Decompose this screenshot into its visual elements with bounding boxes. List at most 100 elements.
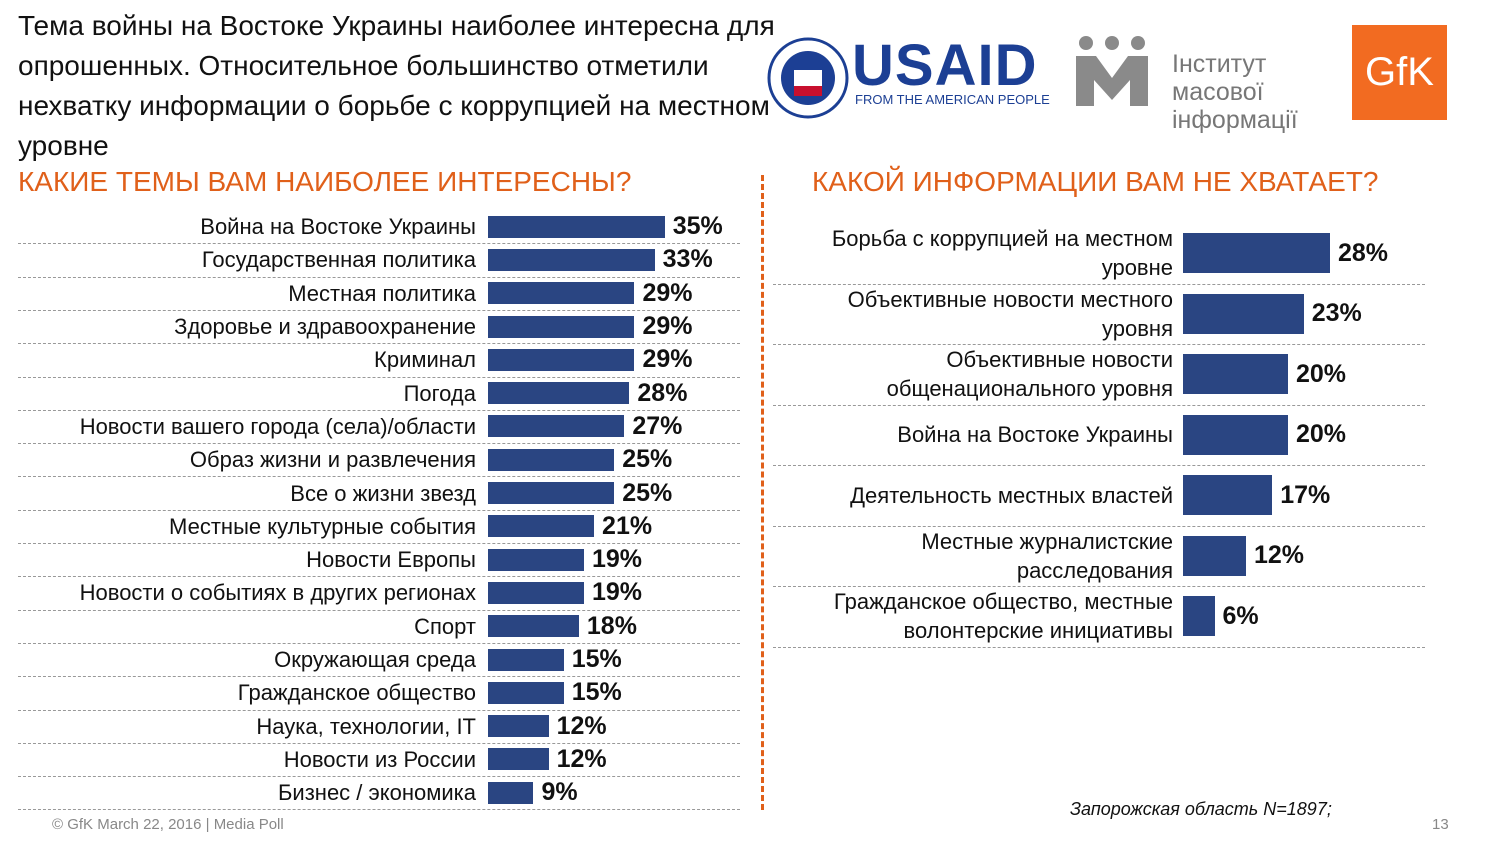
category-label: Бизнес / экономика [277, 780, 476, 806]
bar [488, 248, 655, 271]
row-separator [18, 742, 740, 744]
value-label: 23% [1311, 299, 1362, 328]
row-separator [18, 642, 740, 644]
bar [488, 315, 635, 338]
row-separator [18, 609, 740, 611]
value-label: 18% [586, 611, 637, 640]
value-label: 19% [591, 545, 642, 574]
category-label: Война на Востоке Украины [200, 214, 476, 240]
bar [488, 448, 615, 471]
row-separator [18, 309, 740, 311]
category-label: Здоровье и здравоохранение [174, 314, 476, 340]
value-label: 9% [541, 778, 578, 807]
value-label: 19% [591, 578, 642, 607]
row-separator [18, 409, 740, 411]
value-label: 20% [1296, 359, 1347, 388]
row-separator [773, 646, 1425, 648]
category-label: Новости Европы [306, 547, 476, 573]
chart-title: КАКИЕ ТЕМЫ ВАМ НАИБОЛЕЕ ИНТЕРЕСНЫ? [18, 166, 632, 197]
value-label: 29% [642, 345, 693, 374]
category-label: Окружающая среда [274, 647, 476, 673]
value-label: 27% [632, 411, 683, 440]
category-label: Все о жизни звезд [290, 480, 476, 506]
category-label: Погода [403, 380, 476, 406]
value-label: 15% [571, 678, 622, 707]
value-label: 21% [602, 511, 653, 540]
value-label: 6% [1222, 601, 1259, 630]
value-label: 15% [571, 645, 622, 674]
row-separator [18, 376, 740, 378]
category-label: Криминал [374, 347, 476, 373]
sample-note: Запорожская область N=1897; [1070, 799, 1332, 819]
category-label: Наука, технологии, IT [256, 713, 476, 739]
row-separator [18, 809, 740, 811]
bar [488, 348, 635, 371]
bar [1183, 596, 1215, 637]
value-label: 29% [642, 312, 693, 341]
bar [488, 515, 595, 538]
row-separator [773, 525, 1425, 527]
row-separator [18, 243, 740, 245]
value-label: 12% [556, 711, 607, 740]
bar [488, 282, 635, 305]
bar [488, 382, 630, 405]
category-label: Объективные новости местного уровня [847, 286, 1173, 341]
row-separator [18, 709, 740, 711]
bar [1183, 475, 1273, 516]
slide-title: Тема войны на Востоке Украины наиболее и… [18, 10, 775, 161]
page-number: 13 [1432, 816, 1449, 833]
category-label: Новости о событиях в других регионах [79, 580, 476, 606]
usaid-tagline: FROM THE AMERICAN PEOPLE [855, 92, 1050, 107]
value-label: 35% [672, 212, 723, 241]
category-label: Борьба с коррупцией на местном уровне [831, 226, 1173, 281]
category-label: Местная политика [288, 280, 476, 306]
category-label: Спорт [414, 613, 476, 639]
bar [488, 748, 549, 771]
category-label: Местные культурные события [169, 513, 476, 539]
row-separator [18, 776, 740, 778]
category-label: Гражданское общество, местные волонтерск… [833, 589, 1173, 644]
category-label: Объективные новости общенационального ур… [886, 347, 1173, 402]
bar [488, 615, 579, 638]
bar [488, 781, 534, 804]
footer-source: © GfK March 22, 2016 | Media Poll [52, 816, 284, 833]
bar [488, 548, 584, 571]
chart-title: КАКОЙ ИНФОРМАЦИИ ВАМ НЕ ХВАТАЕТ? [812, 166, 1379, 197]
row-separator [18, 676, 740, 678]
imi-icon [1076, 36, 1148, 106]
category-label: Новости вашего города (села)/области [79, 413, 476, 439]
usaid-logo: USAID [852, 33, 1038, 98]
value-label: 12% [556, 744, 607, 773]
row-separator [773, 344, 1425, 345]
divider [761, 175, 764, 810]
bar [1183, 293, 1304, 334]
bar [488, 681, 564, 704]
imi-logo: Інститут масової інформації [1172, 50, 1298, 134]
row-separator [18, 443, 740, 445]
row-separator [18, 543, 740, 544]
bar [488, 415, 625, 438]
category-label: Новости из России [283, 746, 476, 772]
value-label: 29% [642, 278, 693, 307]
value-label: 25% [622, 445, 673, 474]
row-separator [18, 476, 740, 478]
row-separator [773, 465, 1425, 466]
row-separator [18, 509, 740, 511]
category-label: Деятельность местных властей [850, 482, 1173, 508]
category-label: Государственная политика [201, 247, 476, 273]
value-label: 12% [1254, 541, 1305, 570]
bar [488, 581, 584, 604]
bar [1183, 414, 1288, 455]
row-separator [773, 404, 1425, 406]
category-label: Гражданское общество [237, 680, 476, 706]
gfk-logo: GfK [1352, 25, 1447, 120]
usaid-seal [767, 37, 849, 119]
bar [1183, 535, 1246, 576]
row-separator [18, 276, 740, 278]
value-label: 20% [1296, 420, 1347, 449]
row-separator [18, 576, 740, 578]
category-label: Война на Востоке Украины [897, 422, 1173, 448]
value-label: 25% [622, 478, 673, 507]
bar [1183, 354, 1288, 395]
